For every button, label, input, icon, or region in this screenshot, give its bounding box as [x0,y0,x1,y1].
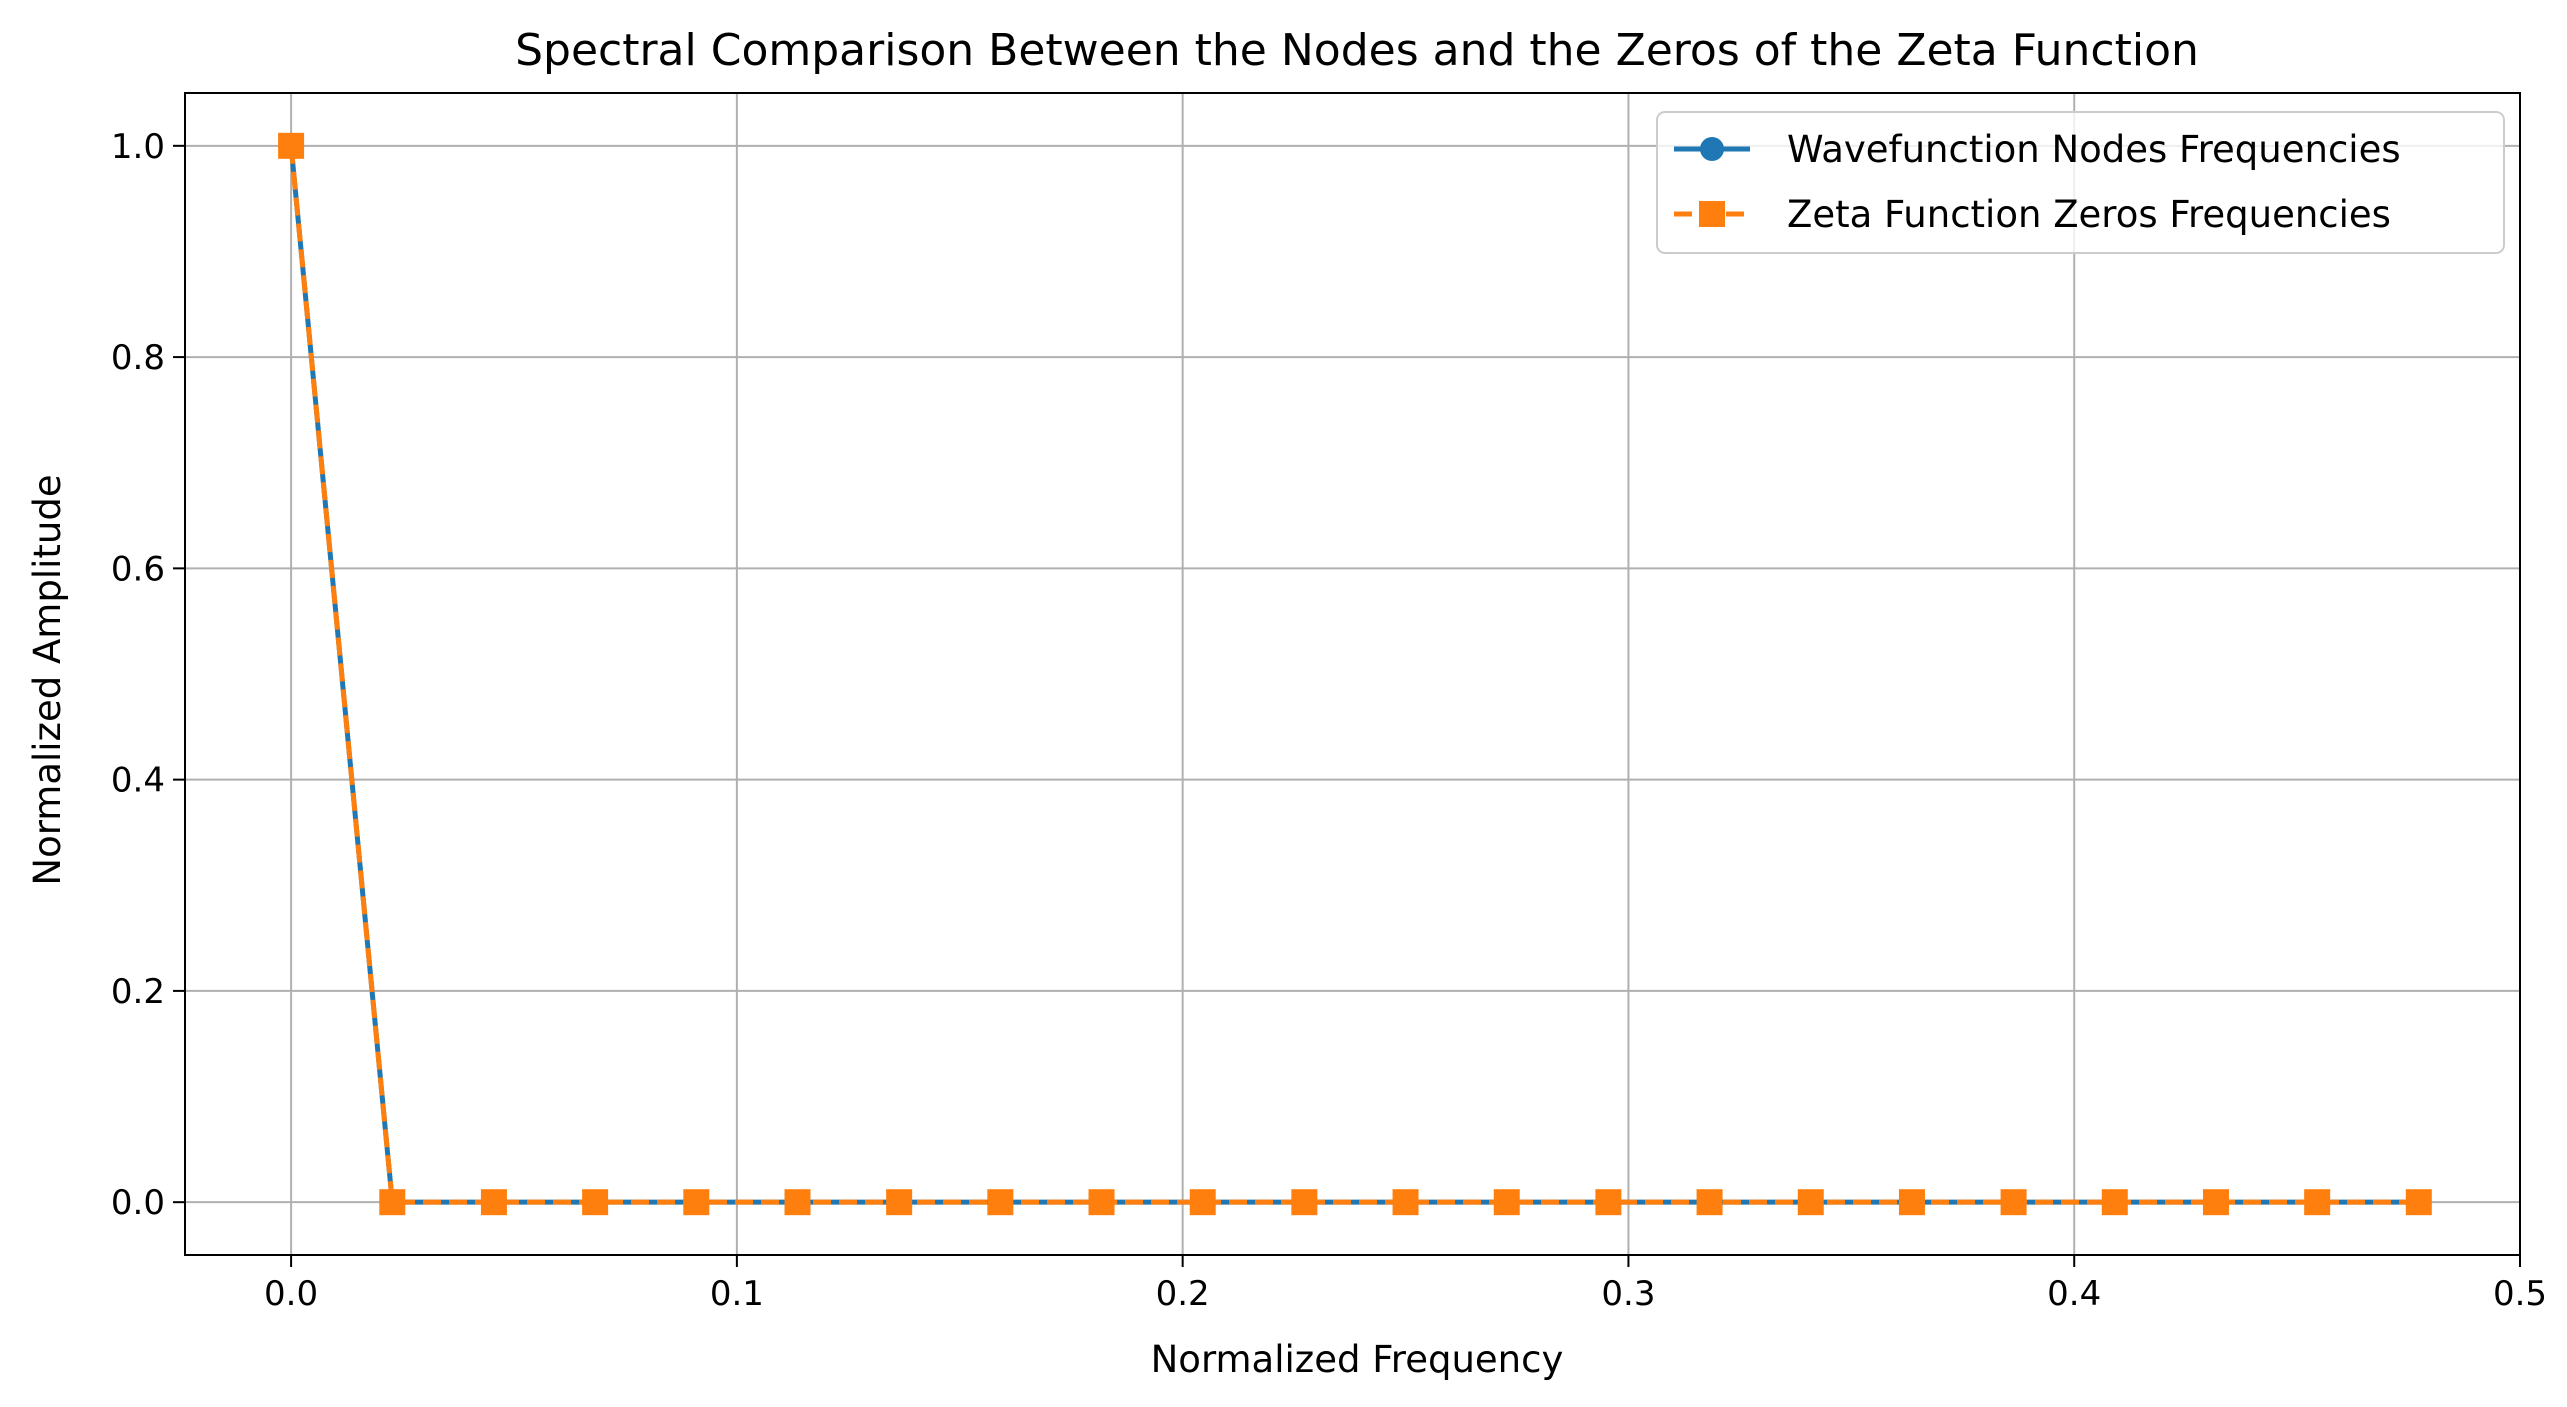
data-point [1595,1189,1622,1216]
data-point [480,1189,507,1216]
x-tick-label: 0.4 [2047,1274,2101,1314]
legend-marker [1700,137,1724,161]
data-point [2405,1189,2432,1216]
legend-marker [1699,201,1725,227]
data-point [1392,1189,1419,1216]
x-axis-label: Normalized Frequency [1151,1338,1564,1381]
y-tick-label: 0.6 [111,549,165,589]
x-tick-label: 0.1 [710,1274,764,1314]
data-point [278,132,305,159]
legend-label: Zeta Function Zeros Frequencies [1787,193,2391,236]
x-tick-label: 0.5 [2493,1274,2547,1314]
data-point [1493,1189,1520,1216]
x-tick-label: 0.3 [1601,1274,1655,1314]
data-point [2101,1189,2128,1216]
data-point [2000,1189,2027,1216]
y-tick-label: 1.0 [111,127,165,167]
legend-entry: Zeta Function Zeros Frequencies [1674,193,2391,236]
data-point [784,1189,811,1216]
chart-title: Spectral Comparison Between the Nodes an… [515,25,2199,76]
y-tick-label: 0.0 [111,1183,165,1223]
legend-label: Wavefunction Nodes Frequencies [1787,128,2401,171]
data-point [379,1189,406,1216]
plot-frame [184,92,2521,1256]
data-point [1696,1189,1723,1216]
x-tick-label: 0.2 [1156,1274,1210,1314]
plot-series [278,132,2432,1216]
data-point [1088,1189,1115,1216]
legend-box [1656,111,2505,254]
data-point [582,1189,609,1216]
legend: Wavefunction Nodes Frequencies Zeta Funct… [1656,111,2505,254]
data-point [1291,1189,1318,1216]
series-2 [278,132,2432,1216]
axis-ticks: 0.0 0.1 0.2 0.3 0.4 0.5 0.0 0.2 0.4 0.6 0.8 1.0 [111,127,2547,1314]
legend-entry: Wavefunction Nodes Frequencies [1674,128,2401,171]
data-point [2304,1189,2331,1216]
data-point [1797,1189,1824,1216]
data-point [987,1189,1014,1216]
data-point [1898,1189,1925,1216]
data-point [886,1189,913,1216]
data-point [2202,1189,2229,1216]
y-tick-label: 0.2 [111,972,165,1012]
data-point [1189,1189,1216,1216]
y-tick-label: 0.8 [111,338,165,378]
data-point [683,1189,710,1216]
y-axis-label: Normalized Amplitude [26,474,69,885]
series-line [288,145,2419,1205]
x-tick-label: 0.0 [264,1274,318,1314]
y-tick-label: 0.4 [111,761,165,801]
